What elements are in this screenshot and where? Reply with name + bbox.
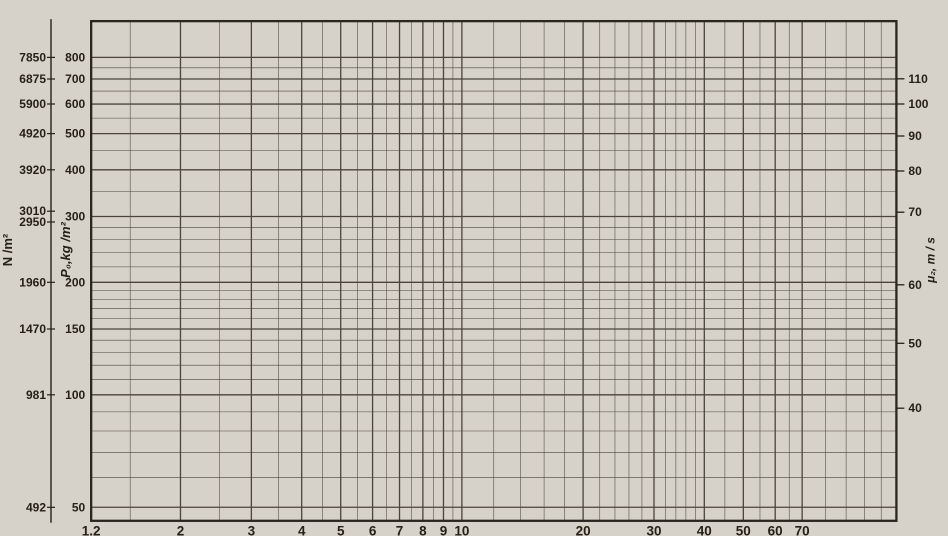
svg-text:10: 10 xyxy=(454,523,469,536)
svg-text:2: 2 xyxy=(177,523,185,536)
svg-text:300: 300 xyxy=(65,210,85,224)
svg-text:40: 40 xyxy=(697,523,712,536)
svg-text:60: 60 xyxy=(908,278,922,292)
svg-text:4: 4 xyxy=(298,523,306,536)
svg-text:7: 7 xyxy=(396,523,404,536)
svg-text:7850: 7850 xyxy=(19,50,46,64)
svg-text:3920: 3920 xyxy=(19,163,46,177)
svg-text:20: 20 xyxy=(576,523,591,536)
svg-text:μ₂, m / s: μ₂, m / s xyxy=(923,237,937,284)
svg-text:60: 60 xyxy=(768,523,783,536)
svg-text:110: 110 xyxy=(908,72,928,86)
svg-text:150: 150 xyxy=(65,322,85,336)
svg-text:5900: 5900 xyxy=(19,97,46,111)
svg-text:3: 3 xyxy=(248,523,256,536)
svg-text:600: 600 xyxy=(65,97,85,111)
svg-text:30: 30 xyxy=(646,523,661,536)
svg-text:1960: 1960 xyxy=(19,275,46,289)
svg-text:40: 40 xyxy=(908,401,922,415)
svg-text:50: 50 xyxy=(736,523,751,536)
svg-text:800: 800 xyxy=(65,50,85,64)
svg-text:100: 100 xyxy=(908,97,928,111)
svg-text:2950: 2950 xyxy=(19,215,46,229)
svg-text:4920: 4920 xyxy=(19,127,46,141)
svg-text:9: 9 xyxy=(440,523,448,536)
svg-text:70: 70 xyxy=(908,205,922,219)
svg-text:P₀,kg /m²: P₀,kg /m² xyxy=(58,221,73,277)
svg-text:400: 400 xyxy=(65,163,85,177)
svg-text:80: 80 xyxy=(908,164,922,178)
svg-text:6875: 6875 xyxy=(19,72,46,86)
svg-text:500: 500 xyxy=(65,127,85,141)
svg-text:50: 50 xyxy=(72,500,86,514)
svg-text:N /m²: N /m² xyxy=(0,233,15,266)
svg-text:492: 492 xyxy=(26,500,46,514)
svg-text:1470: 1470 xyxy=(19,322,46,336)
svg-text:70: 70 xyxy=(795,523,810,536)
svg-text:700: 700 xyxy=(65,72,85,86)
svg-text:100: 100 xyxy=(65,388,85,402)
svg-text:1.2: 1.2 xyxy=(82,523,101,536)
svg-text:981: 981 xyxy=(26,388,46,402)
svg-text:8: 8 xyxy=(419,523,427,536)
svg-text:6: 6 xyxy=(369,523,377,536)
svg-text:90: 90 xyxy=(908,129,922,143)
svg-text:5: 5 xyxy=(337,523,345,536)
svg-text:50: 50 xyxy=(908,336,922,350)
